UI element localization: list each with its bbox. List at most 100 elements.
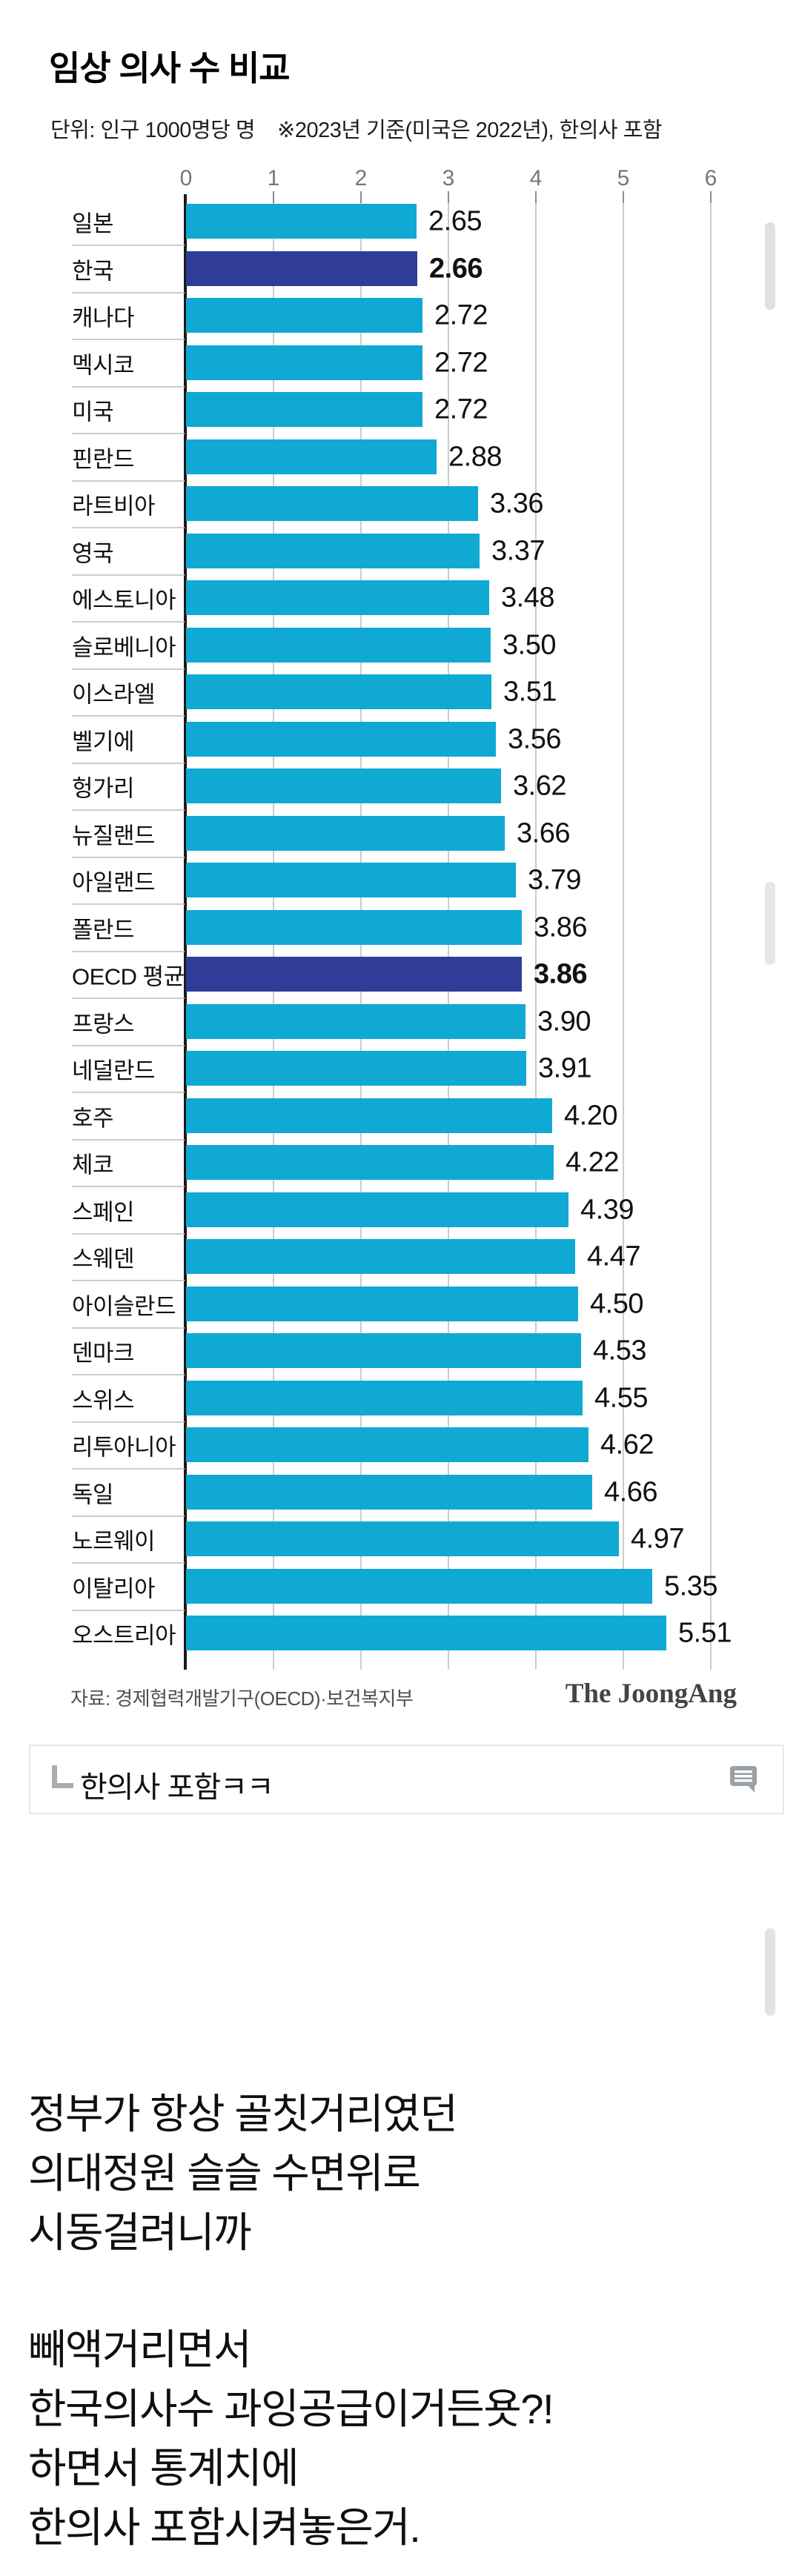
row-divider (72, 763, 185, 764)
value-label: 4.97 (631, 1523, 684, 1554)
bar-row: 스페인 4.39 (0, 1192, 799, 1227)
row-divider (72, 1516, 185, 1517)
bar-row: 멕시코 2.72 (0, 345, 799, 380)
bar-row: 폴란드 3.86 (0, 910, 799, 945)
row-divider (72, 1045, 185, 1046)
bar (186, 910, 522, 945)
bar (186, 1239, 575, 1274)
value-label: 3.48 (501, 582, 554, 613)
value-label: 3.62 (513, 770, 566, 801)
bar-row: 이스라엘 3.51 (0, 674, 799, 709)
bar (186, 628, 491, 663)
row-divider (72, 1186, 185, 1187)
country-label: 폴란드 (72, 917, 135, 943)
note-label: ※2023년 기준(미국은 2022년), 한의사 포함 (277, 119, 663, 142)
reply-corner-icon (52, 1765, 73, 1788)
value-label: 4.20 (564, 1100, 617, 1131)
bar-row: 라트비아 3.36 (0, 486, 799, 521)
tick-mark (535, 191, 537, 203)
value-label: 2.66 (429, 253, 483, 284)
body-line: 한의사 포함시켜놓은거. (28, 2504, 421, 2551)
row-divider (72, 1562, 185, 1564)
bar (186, 204, 417, 239)
x-tick-label: 5 (617, 166, 630, 190)
row-divider (72, 1421, 185, 1423)
bar (186, 1569, 652, 1604)
country-label: 핀란드 (72, 446, 135, 472)
bar (186, 298, 422, 333)
bar (186, 534, 480, 568)
gridline (710, 194, 712, 1670)
country-label: 헝가리 (72, 775, 135, 801)
value-label: 4.39 (580, 1194, 634, 1225)
country-label: 스위스 (72, 1387, 135, 1413)
chart: 0 1 2 3 4 5 6 일본 2.65 한국 2.66 캐나다 2.72 멕시코 2.72 미국 2.72 핀… (0, 166, 799, 1670)
row-divider (72, 1468, 185, 1470)
bar (186, 674, 491, 709)
value-label: 3.90 (537, 1006, 591, 1037)
country-label: 독일 (72, 1481, 114, 1507)
country-label: 한국 (72, 258, 114, 284)
scrollbar-thumb[interactable] (765, 222, 775, 310)
bar (186, 1381, 583, 1415)
row-divider (72, 951, 185, 952)
x-tick-label: 2 (354, 166, 368, 190)
body-line: 정부가 항상 골칫거리였던 (28, 2091, 458, 2137)
axis-line (184, 194, 187, 1670)
row-divider (72, 1610, 185, 1611)
country-label: 체코 (72, 1152, 114, 1178)
value-label: 4.66 (604, 1476, 657, 1507)
bar (186, 1287, 578, 1321)
scrollbar-thumb[interactable] (765, 882, 775, 965)
bar-row: 스웨덴 4.47 (0, 1239, 799, 1274)
bar (186, 1427, 589, 1462)
bar-row: 오스트리아 5.51 (0, 1616, 799, 1650)
scrollbar-thumb[interactable] (765, 1928, 775, 2016)
value-label: 2.72 (434, 394, 488, 425)
bar-row: 독일 4.66 (0, 1475, 799, 1510)
country-label: 영국 (72, 540, 114, 566)
bar-highlighted (186, 251, 417, 286)
bar-row: 이탈리아 5.35 (0, 1569, 799, 1604)
value-label: 4.53 (593, 1335, 646, 1366)
country-label: 멕시코 (72, 352, 135, 378)
value-label: 4.22 (566, 1146, 619, 1178)
bar-row: 헝가리 3.62 (0, 769, 799, 803)
value-label: 5.35 (664, 1570, 717, 1601)
row-divider (72, 1280, 185, 1281)
tick-mark (623, 191, 624, 203)
country-label: 이스라엘 (72, 681, 156, 707)
country-label: 라트비아 (72, 493, 156, 519)
country-label: 호주 (72, 1105, 114, 1131)
body-line: 의대정원 슬슬 수면위로 (28, 2150, 421, 2197)
bar (186, 816, 505, 851)
value-label: 2.72 (434, 347, 488, 378)
bar-row: 아이슬란드 4.50 (0, 1287, 799, 1321)
bar-row: 일본 2.65 (0, 204, 799, 239)
bar (186, 1051, 526, 1086)
comment-bubble-icon[interactable] (729, 1765, 759, 1793)
x-tick-label: 4 (529, 166, 543, 190)
bar-row: 노르웨이 4.97 (0, 1521, 799, 1556)
bar-row: 뉴질랜드 3.66 (0, 816, 799, 851)
row-divider (72, 386, 185, 388)
country-label: 뉴질랜드 (72, 823, 156, 849)
source-text: 자료: 경제협력개발기구(OECD)·보건복지부 (70, 1687, 414, 1710)
country-label: 네덜란드 (72, 1058, 156, 1083)
country-label: 리투아니아 (72, 1434, 176, 1460)
bar (186, 1616, 666, 1650)
row-divider (72, 1092, 185, 1093)
country-label: 미국 (72, 399, 114, 425)
row-divider (72, 433, 185, 434)
bar-row: 벨기에 3.56 (0, 722, 799, 757)
bar (186, 1521, 619, 1556)
bar (186, 486, 478, 521)
country-label: 아이슬란드 (72, 1293, 176, 1319)
comment-box[interactable] (29, 1745, 784, 1814)
bar (186, 769, 501, 803)
value-label: 3.66 (517, 817, 570, 849)
bar-row: 네덜란드 3.91 (0, 1051, 799, 1086)
value-label: 3.50 (503, 629, 556, 660)
bar-row: 프랑스 3.90 (0, 1004, 799, 1039)
x-tick-label: 3 (442, 166, 455, 190)
